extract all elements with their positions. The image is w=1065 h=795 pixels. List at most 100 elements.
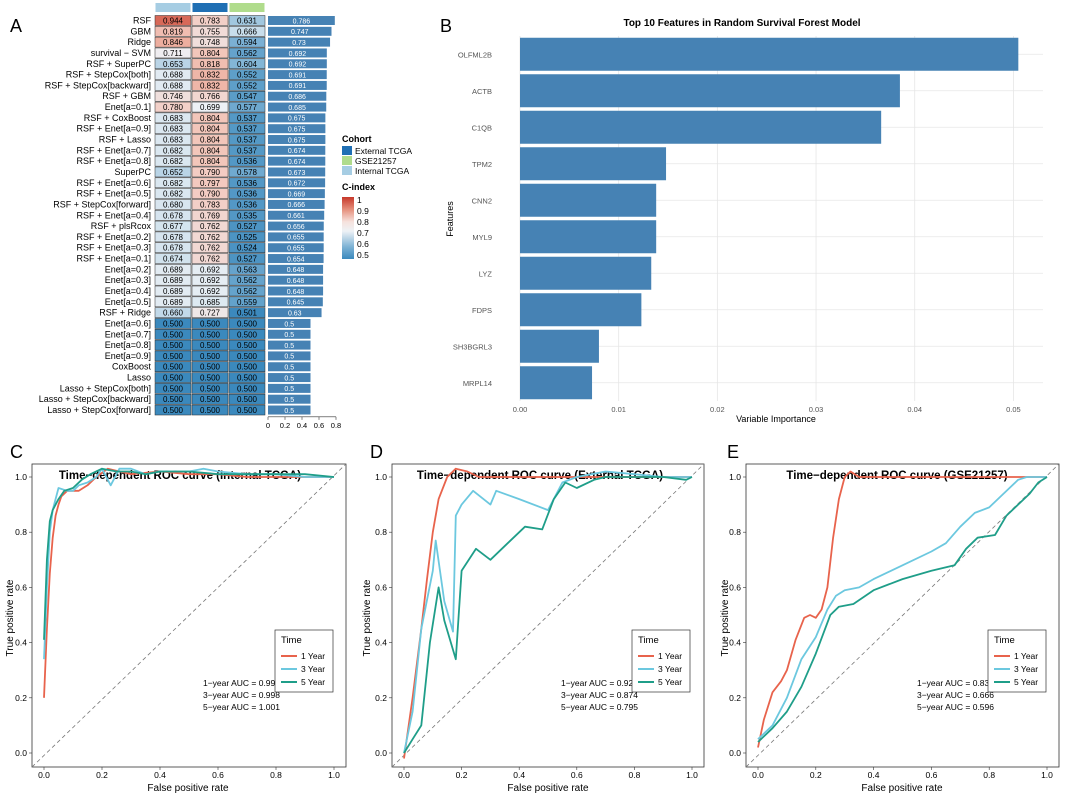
mean-axis-tick-label: 0 [266,421,270,430]
heatmap-cell [191,264,229,275]
y-tick-label: 1.0 [729,472,741,482]
roc-curve-1-year [403,467,692,759]
heatmap-cell-value: 0.755 [200,27,221,36]
mean-bar [268,145,326,155]
importance-tick-label: 0.05 [1006,405,1021,414]
feature-label: C1QB [472,123,492,132]
model-label: RSF + Enet[a=0.5] [76,189,151,199]
mean-bar [268,362,311,372]
heatmap-cell [228,339,266,351]
panel-label-a: A [10,16,22,36]
heatmap-cell-value: 0.832 [200,71,221,80]
panel-b-barchart: Top 10 Features in Random Survival Fores… [445,18,1043,424]
heatmap-cell [228,134,266,145]
heatmap-cell [154,101,192,113]
x-tick-label: 0.8 [628,770,640,780]
mean-bar-value: 0.5 [284,408,294,415]
heatmap-cell-value: 0.500 [237,352,258,361]
heatmap-cell [228,58,266,70]
feature-xlabel: Variable Importance [736,414,816,424]
roc-legend-title: Time [994,635,1015,646]
auc-label: 3−year AUC = 0.874 [561,690,638,700]
feature-bars [520,37,1019,400]
panel-d-roc: Time−dependent ROC curve (External TCGA)… [362,463,705,794]
heatmap-cell-value: 0.804 [200,49,221,58]
model-label: CoxBoost [112,362,152,372]
mean-bar [268,405,311,415]
heatmap-cell-value: 0.746 [163,92,184,101]
y-tick-label: 0.8 [729,527,741,537]
heatmap-cell-value: 0.804 [200,114,221,123]
heatmap-cell-value: 0.682 [163,179,184,188]
heatmap-cell-value: 0.944 [163,17,184,26]
heatmap-cell-value: 0.547 [237,92,258,101]
roc-curve-1-year [757,470,1047,748]
y-tick-label: 0.8 [375,527,387,537]
roc-legend-label: 3 Year [658,664,682,674]
mean-bar-value: 0.73 [292,40,306,47]
heatmap-cell [154,199,192,210]
roc-legend-label: 1 Year [658,651,682,661]
x-tick-label: 0.4 [154,770,166,780]
mean-bar [268,16,335,25]
mean-bar-value: 0.675 [288,137,306,144]
mean-bar [268,232,324,242]
heatmap-cell [154,177,192,189]
importance-tick-label: 0.02 [710,405,725,414]
heatmap-cell [191,220,229,232]
heatmap-cell [154,36,192,48]
model-label: Lasso [127,373,151,383]
x-tick-label: 0.0 [38,770,50,780]
heatmap-cell-value: 0.500 [237,330,258,339]
mean-bar-value: 0.692 [289,51,307,58]
roc-legend-label: 5 Year [301,677,325,687]
mean-bar [268,80,327,90]
heatmap-cell-value: 0.500 [237,319,258,328]
roc-legend-title: Time [638,635,659,646]
roc-frame [745,463,1060,768]
mean-bar [268,286,324,296]
heatmap-cell-value: 0.688 [163,71,184,80]
heatmap-cell [154,166,192,178]
heatmap-cell [154,26,192,37]
roc-legend-title: Time [281,635,302,646]
heatmap-cell [191,145,229,156]
heatmap-cell [191,36,229,48]
mean-bar-value: 0.666 [288,202,306,209]
mean-bar [268,275,324,285]
heatmap-cell-value: 0.500 [200,374,221,383]
heatmap-cell-value: 0.500 [163,341,184,350]
mean-bar [268,373,311,383]
heatmap-cell [191,58,229,70]
heatmap-cell-value: 0.501 [237,309,258,318]
heatmap-cell [191,177,229,189]
heatmap-cell [154,318,192,329]
x-tick-label: 0.2 [96,770,108,780]
heatmap-cell-value: 0.769 [200,211,221,220]
heatmap-cell-value: 0.631 [237,17,258,26]
auc-label: 1−year AUC = 0.929 [561,678,638,688]
heatmap-cell-value: 0.790 [200,168,221,177]
roc-xlabel: False positive rate [507,783,589,794]
mean-bar-value: 0.648 [287,278,305,285]
heatmap-cell-value: 0.562 [237,49,258,58]
heatmap-cell-value: 0.689 [163,298,184,307]
model-label: RSF + Enet[a=0.6] [76,178,151,188]
heatmap-cell [154,145,192,156]
model-label: RSF + StepCox[both] [66,70,151,80]
heatmap-cell [191,123,229,134]
roc-ylabel: True positive rate [5,579,16,656]
heatmap-cell-value: 0.524 [237,244,258,253]
panel-label-d: D [370,442,383,462]
heatmap-cell-value: 0.762 [200,255,221,264]
heatmap-cell-value: 0.500 [163,384,184,393]
heatmap-cell [191,383,229,394]
heatmap-cell [154,296,192,308]
heatmap-cell-value: 0.689 [163,276,184,285]
heatmap-cell [191,134,229,145]
heatmap-cell [228,112,266,124]
heatmap-cell [191,210,229,221]
mean-bar-value: 0.675 [288,116,306,123]
heatmap-cell [228,404,266,416]
roc-ylabel: True positive rate [362,579,373,656]
